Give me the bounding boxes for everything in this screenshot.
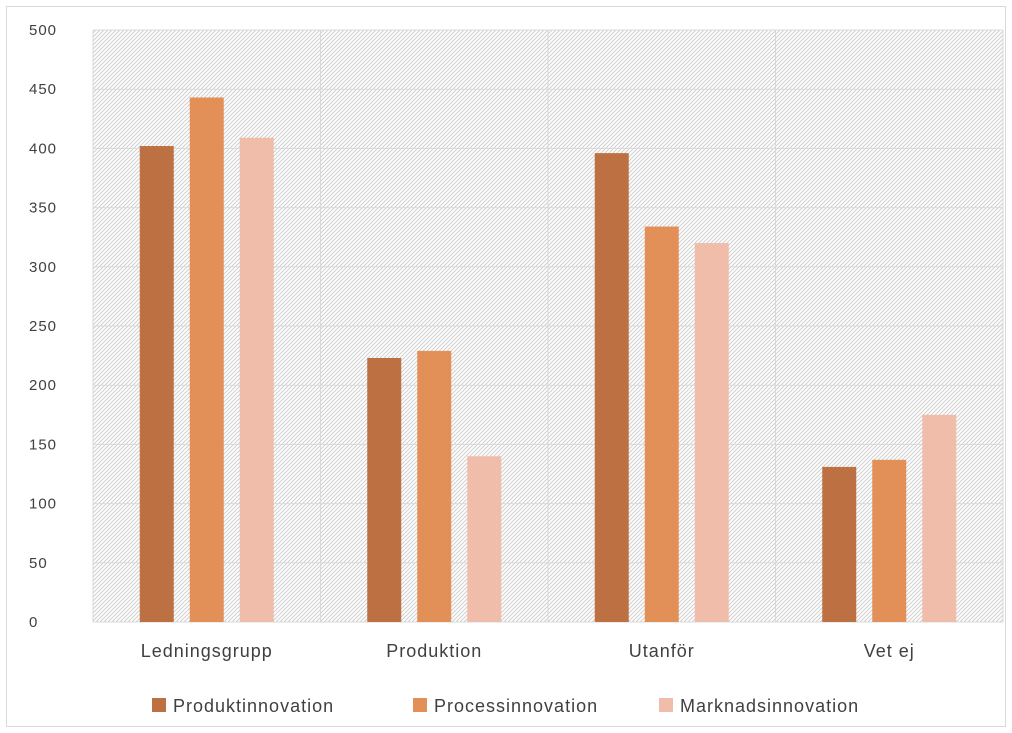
y-tick-label: 250 [29,318,57,335]
bar-produktinnovation-0 [139,146,174,623]
x-tick-label: Vet ej [864,641,915,661]
legend-label: Produktinnovation [173,696,334,716]
bar-processinnovation-3 [872,459,907,622]
bar-marknadsinnovation-3 [922,414,957,622]
chart-frame: 0 50 100 150 200 250 300 350 400 450 500 Ledningsg… [6,6,1006,727]
y-tick-label: 300 [29,259,57,276]
bar-marknadsinnovation-1 [467,456,502,622]
legend-swatch-marknadsinnovation [659,698,673,712]
y-tick-label: 200 [29,377,57,394]
y-axis: 0 50 100 150 200 250 300 350 400 450 500 [29,22,57,631]
x-tick-label: Ledningsgrupp [141,641,273,661]
x-tick-label: Utanför [629,641,695,661]
y-tick-label: 0 [29,614,38,631]
legend-swatch-produktinnovation [152,698,166,712]
bar-produktinnovation-2 [594,153,629,623]
bar-marknadsinnovation-2 [694,243,729,622]
bar-processinnovation-2 [644,226,679,622]
legend: Produktinnovation Processinnovation Markna… [152,696,859,716]
bar-processinnovation-0 [189,97,224,623]
y-tick-label: 100 [29,496,57,513]
y-tick-label: 50 [29,555,48,572]
y-tick-label: 500 [29,22,57,39]
legend-label: Processinnovation [434,696,598,716]
legend-label: Marknadsinnovation [680,696,859,716]
y-tick-label: 350 [29,200,57,217]
x-axis: Ledningsgrupp Produktion Utanför Vet ej [141,641,915,661]
bar-processinnovation-1 [417,350,452,622]
x-tick-label: Produktion [386,641,482,661]
bar-chart: 0 50 100 150 200 250 300 350 400 450 500 Ledningsg… [29,22,1004,716]
y-tick-label: 450 [29,81,57,98]
y-tick-label: 150 [29,436,57,453]
bar-marknadsinnovation-0 [239,137,274,622]
bar-produktinnovation-3 [822,466,857,622]
legend-swatch-processinnovation [413,698,427,712]
bar-produktinnovation-1 [367,357,402,622]
bars [139,97,957,623]
y-tick-label: 400 [29,140,57,157]
